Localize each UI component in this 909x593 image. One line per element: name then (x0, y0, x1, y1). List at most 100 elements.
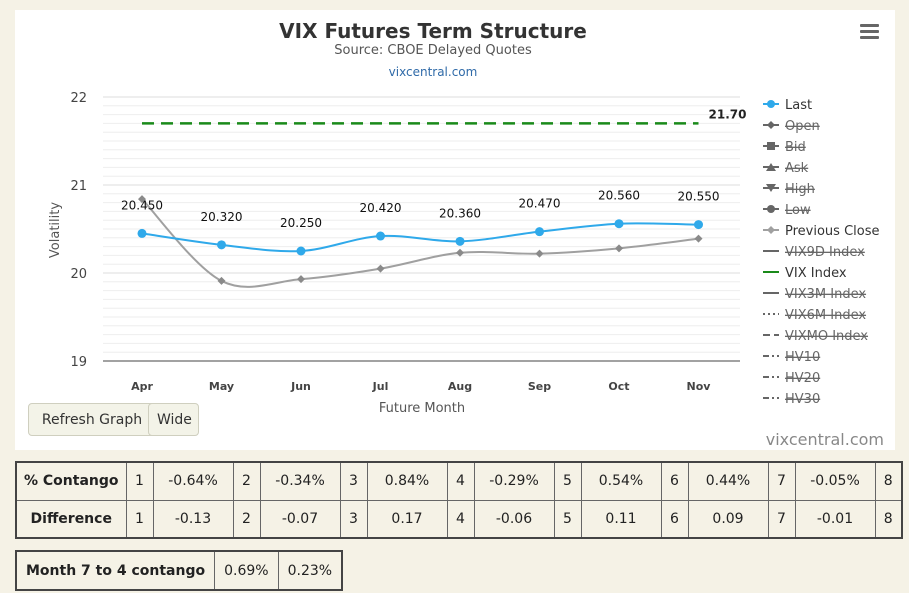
chart-subtitle: Source: CBOE Delayed Quotes (334, 43, 532, 58)
table-cell: 0.54% (580, 461, 662, 501)
refresh-graph-button[interactable]: Refresh Graph (28, 403, 156, 436)
legend-item[interactable]: VIX Index (785, 266, 847, 281)
legend-item[interactable]: HV30 (785, 392, 820, 407)
legend-item[interactable]: Open (785, 119, 820, 134)
legend-diamond-swatch (767, 226, 775, 234)
previous-close-point (297, 275, 305, 284)
last-data-label: 20.420 (360, 201, 402, 215)
legend-square-swatch (767, 142, 775, 150)
previous-close-point (615, 244, 623, 253)
legend-item[interactable]: VIX6M Index (785, 308, 866, 323)
table-row: Difference 1 -0.13 2 -0.07 3 0.17 4 -0.06 5 0.11 6 0… (15, 499, 903, 539)
legend-circle-swatch (767, 100, 775, 108)
contango-table: % Contango 1 -0.64% 2 -0.34% 3 0.84% 4 -0.29% 5 0.… (15, 461, 903, 539)
row-label: Difference (15, 499, 127, 539)
summary-row: Month 7 to 4 contango 0.69% 0.23% (15, 550, 343, 591)
month-index: 2 (232, 461, 261, 501)
legend-item[interactable]: Low (785, 203, 811, 218)
summary-value-1: 0.69% (214, 550, 279, 591)
table-cell: -0.01 (794, 499, 876, 539)
last-data-label: 20.450 (121, 198, 163, 212)
table-cell: 0.84% (366, 461, 448, 501)
previous-close-point (694, 234, 703, 243)
month-index: 3 (339, 461, 368, 501)
legend-item[interactable]: Bid (785, 140, 806, 155)
y-tick-label: 21 (70, 179, 87, 194)
legend-item[interactable]: VIXMO Index (785, 329, 868, 344)
x-tick-label: Aug (448, 380, 472, 393)
month-index: 8 (874, 499, 903, 539)
y-tick-label: 19 (70, 355, 87, 370)
last-data-label: 20.560 (598, 189, 640, 203)
table-cell: -0.34% (259, 461, 341, 501)
legend-circle-swatch (767, 205, 775, 213)
x-axis-title: Future Month (379, 401, 465, 416)
last-data-label: 20.360 (439, 206, 481, 220)
last-data-label: 20.250 (280, 216, 322, 230)
month-index: 7 (767, 461, 796, 501)
month-index: 8 (874, 461, 903, 501)
x-tick-label: Jun (290, 380, 311, 393)
summary-table: Month 7 to 4 contango 0.69% 0.23% (15, 550, 344, 591)
month-index: 4 (446, 499, 475, 539)
legend-item[interactable]: VIX9D Index (785, 245, 865, 260)
previous-close-point (535, 249, 544, 258)
month-index: 6 (660, 499, 689, 539)
month-index: 1 (125, 499, 154, 539)
x-tick-label: Nov (687, 380, 712, 393)
table-cell: -0.64% (152, 461, 234, 501)
x-tick-label: Apr (131, 380, 153, 393)
y-axis-title: Volatility (48, 202, 63, 258)
last-point (455, 236, 465, 246)
last-data-label: 20.320 (201, 210, 243, 224)
row-label: % Contango (15, 461, 127, 501)
table-cell: 0.09 (687, 499, 769, 539)
last-point (694, 220, 703, 230)
legend-item[interactable]: Last (785, 98, 812, 113)
last-point (376, 231, 385, 241)
table-cell: 0.17 (366, 499, 448, 539)
credit-link[interactable]: vixcentral.com (389, 65, 478, 79)
previous-close-point (138, 195, 146, 204)
legend-item[interactable]: HV20 (785, 371, 820, 386)
last-point (535, 227, 544, 237)
table-cell: 0.11 (580, 499, 662, 539)
month-index: 3 (339, 499, 368, 539)
table-cell: -0.05% (794, 461, 876, 501)
table-cell: 0.44% (687, 461, 769, 501)
vix-index-value-label: 21.70 (709, 107, 747, 121)
legend-triangle-down-swatch (766, 184, 776, 192)
legend-diamond-swatch (767, 121, 775, 129)
legend-item[interactable]: Previous Close (785, 224, 880, 239)
series-last-line (141, 222, 699, 253)
last-data-label: 20.470 (519, 197, 561, 211)
wide-button[interactable]: Wide (148, 403, 199, 436)
legend-item[interactable]: HV10 (785, 350, 820, 365)
legend-item[interactable]: VIX3M Index (785, 287, 866, 302)
table-row: % Contango 1 -0.64% 2 -0.34% 3 0.84% 4 -0.29% 5 0.… (15, 461, 903, 501)
last-data-label: 20.550 (678, 190, 720, 204)
month-index: 4 (446, 461, 475, 501)
last-point (296, 246, 306, 256)
legend-item[interactable]: Ask (785, 161, 809, 176)
x-tick-label: Oct (608, 380, 629, 393)
hamburger-menu-icon[interactable] (860, 24, 879, 39)
x-tick-label: Jul (372, 380, 389, 393)
summary-label: Month 7 to 4 contango (15, 550, 216, 591)
x-tick-label: May (209, 380, 234, 393)
last-point (137, 228, 147, 238)
chart-title: VIX Futures Term Structure (279, 19, 587, 43)
month-index: 6 (660, 461, 689, 501)
legend-item[interactable]: High (785, 182, 815, 197)
y-tick-label: 20 (70, 267, 87, 282)
month-index: 5 (553, 461, 582, 501)
previous-close-point (217, 276, 226, 285)
previous-close-point (456, 248, 464, 257)
y-tick-label: 22 (70, 91, 87, 106)
x-tick-label: Sep (528, 380, 551, 393)
last-point (614, 219, 624, 229)
legend-triangle-swatch (766, 163, 776, 171)
summary-value-2: 0.23% (277, 550, 343, 591)
month-index: 1 (125, 461, 154, 501)
